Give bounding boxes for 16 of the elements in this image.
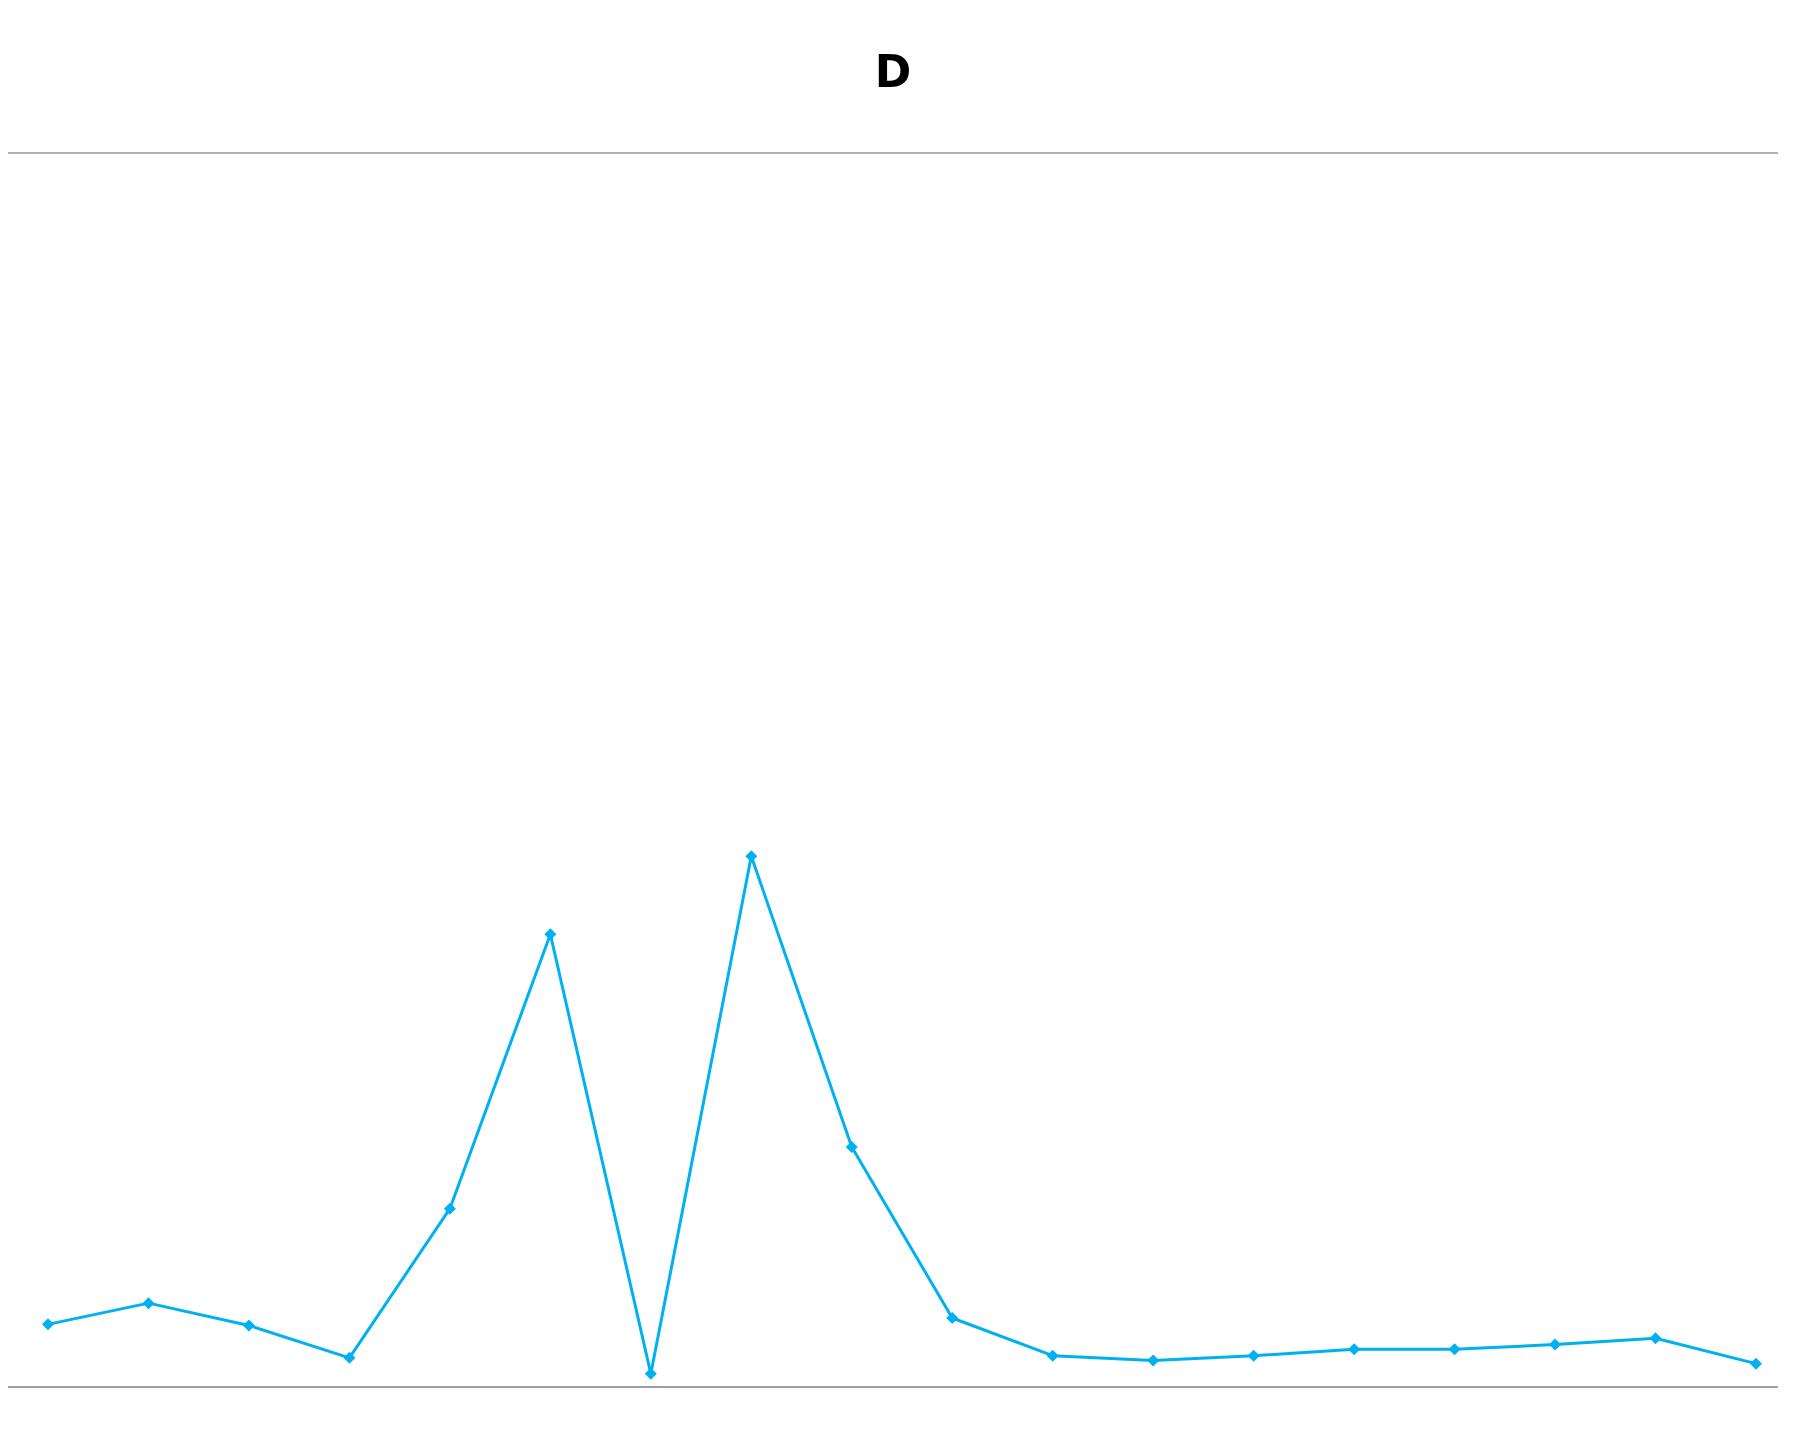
point	[1247, 1349, 1260, 1362]
point	[946, 1312, 959, 1324]
point	[343, 1351, 356, 1364]
point	[42, 1318, 54, 1331]
point	[443, 1202, 456, 1215]
point	[242, 1319, 255, 1332]
point	[845, 1141, 858, 1154]
chart-title: D	[873, 46, 913, 97]
point	[1549, 1338, 1562, 1351]
point	[1750, 1357, 1762, 1370]
point	[544, 928, 557, 941]
point	[1046, 1349, 1059, 1362]
point	[1649, 1332, 1662, 1345]
point	[1448, 1343, 1461, 1356]
point	[142, 1297, 155, 1310]
point	[1147, 1354, 1160, 1367]
